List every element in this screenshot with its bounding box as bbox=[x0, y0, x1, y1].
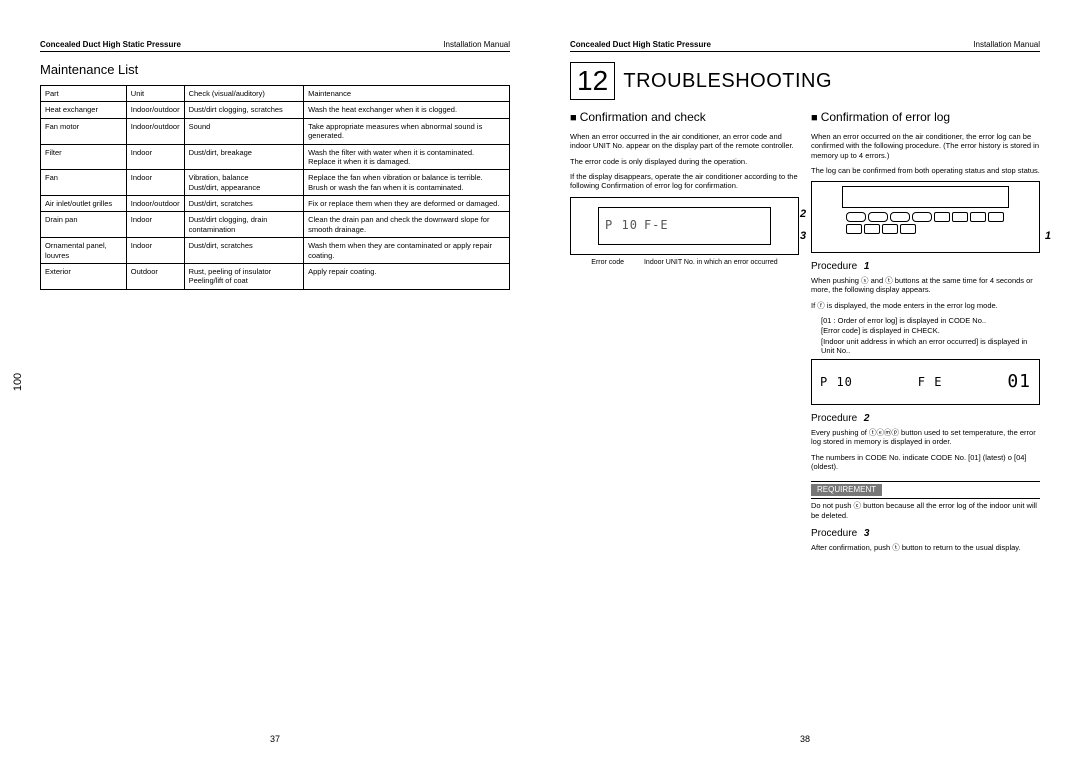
proc1-li3: [Indoor unit address in which an error o… bbox=[821, 337, 1040, 356]
procedure-1-heading: Procedure 1 bbox=[811, 261, 1040, 274]
table-cell: Dust/dirt, breakage bbox=[184, 144, 303, 170]
table-cell: Indoor/outdoor bbox=[126, 196, 184, 212]
table-cell: Replace the fan when vibration or balanc… bbox=[304, 170, 510, 196]
lcd2-a: P 10 bbox=[820, 375, 853, 390]
left-page: 100 Concealed Duct High Static Pressure … bbox=[0, 0, 540, 764]
table-cell: Sound bbox=[184, 118, 303, 144]
procedure-2-heading: Procedure 2 bbox=[811, 413, 1040, 426]
table-cell: Dust/dirt clogging, drain contamination bbox=[184, 212, 303, 238]
header-manual: Installation Manual bbox=[443, 40, 510, 49]
lcd1-code: P 10 bbox=[605, 218, 638, 233]
header-product: Concealed Duct High Static Pressure bbox=[40, 40, 181, 49]
proc1-t1: When pushing ⓢ and ⓣ buttons at the same… bbox=[811, 276, 1040, 295]
table-cell: Wash them when they are contaminated or … bbox=[304, 238, 510, 264]
table-cell: Take appropriate measures when abnormal … bbox=[304, 118, 510, 144]
callout-3: 3 bbox=[800, 230, 806, 244]
table-cell: Fan bbox=[41, 170, 127, 196]
lcd2-b: F E bbox=[918, 375, 943, 390]
lcd1-unit: F-E bbox=[644, 218, 669, 233]
procedure-3-heading: Procedure 3 bbox=[811, 528, 1040, 541]
proc1-list: [01 : Order of error log] is displayed i… bbox=[821, 316, 1040, 356]
check-p1: When an error occurred in the air condit… bbox=[570, 132, 799, 151]
table-cell: Outdoor bbox=[126, 263, 184, 289]
table-cell: Indoor bbox=[126, 212, 184, 238]
lcd2-c: 01 bbox=[1007, 371, 1031, 394]
col-error-log: Confirmation of error log When an error … bbox=[811, 108, 1040, 558]
col-confirmation-check: Confirmation and check When an error occ… bbox=[570, 108, 799, 558]
callout-2: 2 bbox=[800, 208, 806, 222]
table-header: Part bbox=[41, 86, 127, 102]
callout-1: 1 bbox=[1045, 230, 1051, 244]
chapter-title: TROUBLESHOOTING bbox=[623, 70, 832, 93]
table-cell: Fix or replace them when they are deform… bbox=[304, 196, 510, 212]
table-cell: Dust/dirt, scratches bbox=[184, 238, 303, 264]
subhead-errorlog: Confirmation of error log bbox=[811, 110, 1040, 126]
table-cell: Vibration, balanceDust/dirt, appearance bbox=[184, 170, 303, 196]
table-cell: Air inlet/outlet grilles bbox=[41, 196, 127, 212]
caption-unitno: Indoor UNIT No. in which an error occurr… bbox=[644, 259, 778, 268]
lcd-diagram-1: P 10 F-E bbox=[570, 197, 799, 255]
table-cell: Dust/dirt, scratches bbox=[184, 196, 303, 212]
lcd-diagram-2: P 10 F E 01 bbox=[811, 359, 1040, 405]
table-cell: Indoor bbox=[126, 144, 184, 170]
table-cell: Exterior bbox=[41, 263, 127, 289]
table-row: Fan motorIndoor/outdoorSoundTake appropr… bbox=[41, 118, 510, 144]
table-header: Unit bbox=[126, 86, 184, 102]
table-row: FanIndoorVibration, balanceDust/dirt, ap… bbox=[41, 170, 510, 196]
check-p3: If the display disappears, operate the a… bbox=[570, 172, 799, 191]
header-product-r: Concealed Duct High Static Pressure bbox=[570, 40, 711, 49]
table-row: Air inlet/outlet grillesIndoor/outdoorDu… bbox=[41, 196, 510, 212]
table-cell: Drain pan bbox=[41, 212, 127, 238]
right-header: Concealed Duct High Static Pressure Inst… bbox=[570, 40, 1040, 52]
table-cell: Fan motor bbox=[41, 118, 127, 144]
proc3-t: After confirmation, push ⓣ button to ret… bbox=[811, 543, 1040, 552]
proc1-li2: [Error code] is displayed in CHECK. bbox=[821, 326, 1040, 335]
table-cell: Rust, peeling of insulatorPeeling/lift o… bbox=[184, 263, 303, 289]
table-cell: Wash the filter with water when it is co… bbox=[304, 144, 510, 170]
proc1-li1: [01 : Order of error log] is displayed i… bbox=[821, 316, 1040, 325]
chapter-heading: 12 TROUBLESHOOTING bbox=[570, 62, 1040, 100]
proc2-t2: The numbers in CODE No. indicate CODE No… bbox=[811, 453, 1040, 472]
requirement-label: REQUIREMENT bbox=[811, 484, 882, 496]
table-cell: Dust/dirt clogging, scratches bbox=[184, 102, 303, 118]
table-cell: Apply repair coating. bbox=[304, 263, 510, 289]
table-row: FilterIndoorDust/dirt, breakageWash the … bbox=[41, 144, 510, 170]
table-cell: Indoor bbox=[126, 238, 184, 264]
table-cell: Wash the heat exchanger when it is clogg… bbox=[304, 102, 510, 118]
chapter-number: 12 bbox=[570, 62, 615, 100]
maintenance-list-title: Maintenance List bbox=[40, 62, 510, 77]
table-cell: Clean the drain pan and check the downwa… bbox=[304, 212, 510, 238]
right-page: Concealed Duct High Static Pressure Inst… bbox=[540, 0, 1080, 764]
table-row: Drain panIndoorDust/dirt clogging, drain… bbox=[41, 212, 510, 238]
maintenance-table: PartUnitCheck (visual/auditory)Maintenan… bbox=[40, 85, 510, 290]
lcd1-caption: Error code Indoor UNIT No. in which an e… bbox=[570, 259, 799, 268]
errorlog-p2: The log can be confirmed from both opera… bbox=[811, 166, 1040, 175]
table-cell: Filter bbox=[41, 144, 127, 170]
controller-diagram: 2 3 1 bbox=[811, 181, 1040, 253]
table-row: Heat exchangerIndoor/outdoorDust/dirt cl… bbox=[41, 102, 510, 118]
table-cell: Indoor/outdoor bbox=[126, 102, 184, 118]
proc2-t1: Every pushing of ⓣⓔⓜⓟ button used to set… bbox=[811, 428, 1040, 447]
table-cell: Indoor bbox=[126, 170, 184, 196]
table-row: Ornamental panel, louvresIndoorDust/dirt… bbox=[41, 238, 510, 264]
check-p2: The error code is only displayed during … bbox=[570, 157, 799, 166]
table-cell: Heat exchanger bbox=[41, 102, 127, 118]
subhead-check: Confirmation and check bbox=[570, 110, 799, 126]
table-cell: Indoor/outdoor bbox=[126, 118, 184, 144]
spine-page-number: 100 bbox=[12, 373, 24, 391]
requirement-text: Do not push ⓒ button because all the err… bbox=[811, 501, 1040, 520]
header-manual-r: Installation Manual bbox=[973, 40, 1040, 49]
errorlog-p1: When an error occurred on the air condit… bbox=[811, 132, 1040, 160]
left-footer-page: 37 bbox=[40, 734, 510, 744]
left-header: Concealed Duct High Static Pressure Inst… bbox=[40, 40, 510, 52]
caption-errorcode: Error code bbox=[591, 259, 624, 268]
proc1-t2: If ⓕ is displayed, the mode enters in th… bbox=[811, 301, 1040, 310]
right-footer-page: 38 bbox=[570, 734, 1040, 744]
table-cell: Ornamental panel, louvres bbox=[41, 238, 127, 264]
table-header: Maintenance bbox=[304, 86, 510, 102]
requirement-box: REQUIREMENT bbox=[811, 481, 1040, 499]
table-row: ExteriorOutdoorRust, peeling of insulato… bbox=[41, 263, 510, 289]
table-header: Check (visual/auditory) bbox=[184, 86, 303, 102]
